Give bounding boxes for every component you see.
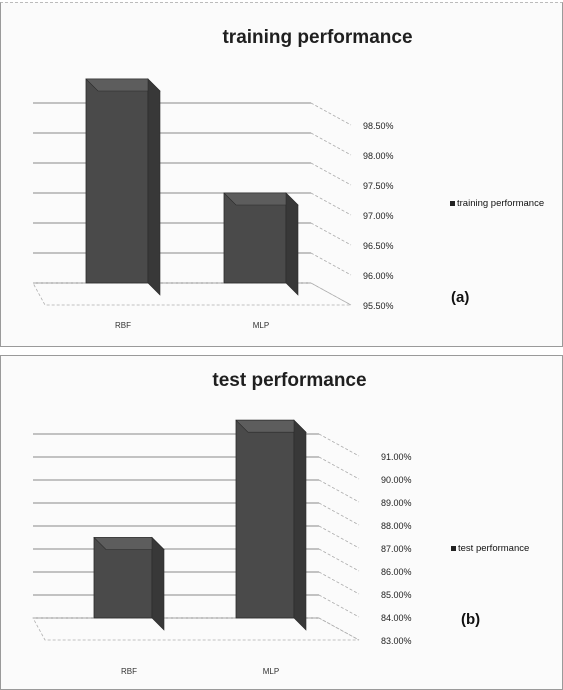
side-wall-gridline bbox=[310, 192, 352, 216]
y-tick-label: 87.00% bbox=[381, 544, 412, 554]
bar-side-face bbox=[151, 536, 165, 631]
panel-label: (a) bbox=[451, 289, 470, 306]
side-wall-gridline bbox=[310, 252, 352, 276]
y-tick-label: 98.00% bbox=[363, 151, 394, 161]
y-tick-label: 96.50% bbox=[363, 241, 394, 251]
side-wall-gridline bbox=[318, 548, 360, 572]
chart-floor bbox=[32, 282, 352, 306]
side-wall-gridline bbox=[318, 433, 360, 457]
y-tick-label: 83.00% bbox=[381, 636, 412, 646]
legend-label: training performance bbox=[457, 198, 545, 209]
legend-swatch bbox=[451, 545, 456, 551]
x-tick-label: RBF bbox=[121, 667, 137, 676]
y-tick-label: 97.50% bbox=[363, 181, 394, 191]
y-tick-label: 96.00% bbox=[363, 271, 394, 281]
y-tick-label: 86.00% bbox=[381, 567, 412, 577]
chart-title: test performance bbox=[212, 370, 367, 391]
y-tick-label: 97.00% bbox=[363, 211, 394, 221]
legend: test performance bbox=[451, 543, 529, 554]
y-tick-label: 85.00% bbox=[381, 590, 412, 600]
legend-label: test performance bbox=[458, 543, 530, 554]
y-tick-label: 84.00% bbox=[381, 613, 412, 623]
side-wall-gridline bbox=[318, 479, 360, 503]
y-tick-label: 91.00% bbox=[381, 452, 412, 462]
legend-swatch bbox=[450, 200, 455, 206]
side-wall-gridline bbox=[318, 502, 360, 526]
training-performance-chart: 98.50% 98.00% 97.50% 97.00% 96.50% 96.00% 95.5… bbox=[32, 78, 394, 330]
y-tick-label: 98.50% bbox=[363, 121, 394, 131]
bar bbox=[93, 537, 153, 619]
test-performance-panel: test performance 91.00% 90.00% 89.00% 88.00… bbox=[0, 355, 563, 690]
side-wall-gridline bbox=[310, 162, 352, 186]
y-tick-label: 90.00% bbox=[381, 475, 412, 485]
bar-side-face bbox=[293, 419, 307, 631]
chart-floor bbox=[32, 617, 360, 641]
side-wall-gridline bbox=[310, 222, 352, 246]
y-tick-label: 95.50% bbox=[363, 301, 394, 311]
test-performance-chart: 91.00% 90.00% 89.00% 88.00% 87.00% 86.00% 85.0… bbox=[32, 419, 412, 676]
training-performance-panel: training performance 98.50% 98.00% 97.50% 9… bbox=[0, 2, 563, 347]
x-tick-label: MLP bbox=[263, 667, 279, 676]
side-wall-gridline bbox=[318, 594, 360, 618]
legend: training performance bbox=[450, 198, 544, 209]
bar bbox=[235, 419, 295, 619]
bar-side-face bbox=[285, 192, 299, 296]
x-tick-label: MLP bbox=[253, 321, 269, 330]
side-wall-gridline bbox=[318, 617, 360, 641]
y-tick-label: 89.00% bbox=[381, 498, 412, 508]
bar bbox=[223, 192, 287, 284]
chart-title: training performance bbox=[222, 27, 413, 48]
panel-label: (b) bbox=[461, 611, 481, 628]
x-tick-label: RBF bbox=[115, 321, 131, 330]
bar-side-face bbox=[147, 78, 161, 296]
y-tick-label: 88.00% bbox=[381, 521, 412, 531]
side-wall-gridline bbox=[310, 102, 352, 126]
side-wall-gridline bbox=[310, 132, 352, 156]
side-wall-gridline bbox=[318, 456, 360, 480]
side-wall-gridline bbox=[318, 571, 360, 595]
side-wall-gridline bbox=[318, 525, 360, 549]
bar bbox=[85, 78, 149, 284]
